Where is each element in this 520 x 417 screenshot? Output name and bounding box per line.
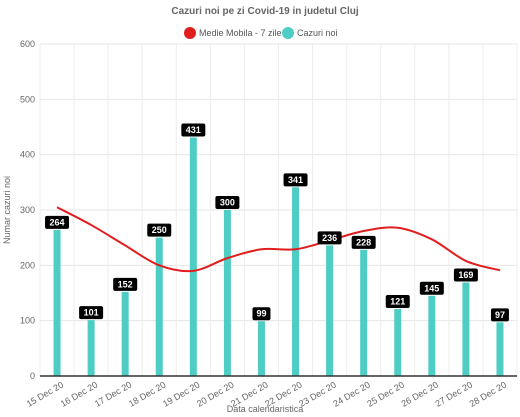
y-tick-label: 0 (30, 371, 35, 381)
x-tick-label: 19 Dec 20 (161, 380, 202, 409)
data-label-box (419, 281, 444, 295)
data-label: 145 (419, 281, 444, 295)
legend-swatch-new-cases (282, 27, 294, 39)
legend-item-new-cases[interactable]: Cazuri noi (282, 27, 338, 39)
data-label: 121 (385, 295, 410, 309)
bar[interactable] (257, 321, 265, 376)
bar[interactable] (155, 237, 163, 376)
data-label-text: 121 (390, 297, 405, 307)
moving-average-line-group (56, 206, 501, 273)
x-tick-label: 17 Dec 20 (93, 380, 134, 409)
data-label: 101 (79, 306, 104, 320)
data-label-box (385, 295, 410, 309)
data-label-box (453, 268, 478, 282)
data-label-box (351, 235, 376, 249)
x-axis-label: Data calendaristica (227, 404, 304, 414)
data-label-text: 236 (322, 233, 337, 243)
legend-swatch-moving-average (184, 27, 196, 39)
data-label: 236 (317, 231, 342, 245)
bars (53, 137, 504, 376)
data-label-box (317, 231, 342, 245)
data-label-text: 145 (424, 283, 439, 293)
bar[interactable] (53, 229, 61, 376)
bar[interactable] (496, 322, 504, 376)
data-label: 97 (490, 308, 509, 322)
x-tick-label: 28 Dec 20 (468, 380, 509, 409)
x-tick-label: 27 Dec 20 (434, 380, 475, 409)
x-tick-label: 16 Dec 20 (59, 380, 100, 409)
chart-title: Cazuri noi pe zi Covid-19 in judetul Clu… (171, 6, 358, 17)
bar[interactable] (87, 320, 95, 376)
data-label-box (283, 173, 308, 187)
x-tick-label: 26 Dec 20 (399, 380, 440, 409)
data-label-box (252, 307, 271, 321)
data-label-box (147, 223, 172, 237)
legend: Medie Mobila - 7 zile Cazuri noi (184, 27, 338, 39)
data-label: 250 (147, 223, 172, 237)
data-label-text: 341 (288, 175, 303, 185)
y-tick-label: 600 (20, 39, 35, 49)
data-label-box (113, 277, 138, 291)
bar[interactable] (462, 282, 470, 376)
bar[interactable] (189, 137, 197, 376)
y-tick-label: 500 (20, 94, 35, 104)
y-axis-label: Numar cazuri noi (2, 176, 12, 244)
data-label-text: 264 (50, 217, 65, 227)
y-tick-label: 400 (20, 150, 35, 160)
data-label-text: 250 (152, 225, 167, 235)
data-label: 300 (215, 196, 240, 209)
data-label: 99 (252, 307, 271, 321)
gridlines (39, 43, 518, 377)
data-label-box (79, 306, 104, 320)
bar[interactable] (292, 187, 300, 376)
y-tick-label: 300 (20, 205, 35, 215)
data-label: 341 (283, 173, 308, 187)
data-label-text: 169 (458, 270, 473, 280)
x-tick-label: 25 Dec 20 (365, 380, 406, 409)
data-label-box (45, 215, 70, 229)
legend-label-moving-average: Medie Mobila - 7 zile (199, 28, 282, 38)
data-label-text: 97 (495, 310, 505, 320)
bar[interactable] (326, 245, 334, 376)
data-label-box (181, 123, 206, 137)
data-label-text: 101 (84, 308, 99, 318)
bar[interactable] (121, 291, 129, 376)
data-label-text: 431 (186, 125, 201, 135)
x-tick-label: 15 Dec 20 (25, 380, 66, 409)
bar[interactable] (394, 309, 402, 376)
y-tick-label: 200 (20, 260, 35, 270)
data-label: 431 (181, 123, 206, 137)
data-label-text: 99 (256, 309, 266, 319)
bar[interactable] (223, 210, 231, 376)
x-tick-label: 18 Dec 20 (127, 380, 168, 409)
legend-item-moving-average[interactable]: Medie Mobila - 7 zile (184, 27, 282, 39)
bar[interactable] (428, 295, 436, 376)
data-label: 152 (113, 277, 138, 291)
bar[interactable] (360, 249, 368, 376)
data-labels: 264 101 152 250 431 300 99 341 236 228 121 145 169 97 (45, 123, 509, 322)
data-label-box (490, 308, 509, 322)
data-label-text: 300 (220, 198, 235, 208)
y-tick-label: 100 (20, 316, 35, 326)
data-label: 169 (453, 268, 478, 282)
y-axis-ticks: 0 100 200 300 400 500 600 (20, 39, 35, 381)
data-label: 264 (45, 215, 70, 229)
data-label: 228 (351, 235, 376, 249)
data-label-text: 152 (118, 279, 133, 289)
x-tick-label: 23 Dec 20 (297, 380, 338, 409)
legend-label-new-cases: Cazuri noi (297, 28, 338, 38)
moving-average-line[interactable] (56, 206, 501, 273)
x-tick-label: 24 Dec 20 (331, 380, 372, 409)
data-label-text: 228 (356, 237, 371, 247)
data-label-box (215, 196, 240, 209)
